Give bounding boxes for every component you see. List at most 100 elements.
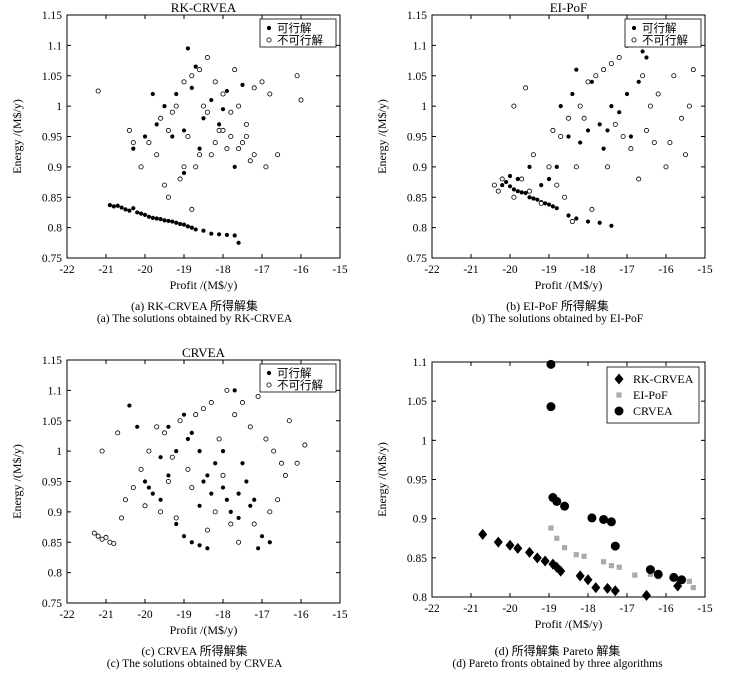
- feasible-point: [535, 197, 540, 202]
- x-tick-label: -21: [98, 609, 114, 621]
- infeasible-point: [228, 133, 234, 139]
- infeasible-point: [554, 182, 560, 188]
- feasible-point: [259, 534, 265, 539]
- feasible-point: [142, 212, 148, 217]
- legend-label: 不可行解: [277, 33, 323, 47]
- feasible-point: [111, 204, 116, 209]
- feasible-point: [504, 179, 509, 185]
- feasible-point: [527, 164, 532, 169]
- chart-panel-2: -22 -21 -20 -19 -18 -17 -16 -15 0.75 0.8 0.85 0.9 0.…: [10, 345, 348, 637]
- feasible-point: [578, 140, 583, 145]
- feasible-point: [236, 515, 241, 521]
- infeasible-point: [158, 509, 164, 515]
- infeasible-point: [546, 164, 552, 170]
- x-tick-label: -18: [580, 603, 596, 615]
- infeasible-point: [130, 140, 136, 146]
- feasible-point: [142, 134, 148, 139]
- y-tick-label: 0.75: [42, 598, 62, 610]
- crvea-point: [587, 513, 597, 523]
- feasible-point: [197, 503, 202, 508]
- feasible-point: [181, 222, 187, 227]
- feasible-point: [197, 543, 202, 548]
- infeasible-point: [197, 152, 203, 158]
- infeasible-point: [146, 448, 152, 454]
- infeasible-point: [298, 97, 304, 103]
- caption-c-cn: (c) CRVEA 所得解集: [141, 644, 248, 658]
- x-tick-label: -15: [332, 264, 348, 276]
- x-tick-label: -17: [254, 609, 270, 621]
- feasible-point: [240, 82, 245, 87]
- crvea-point: [546, 402, 556, 412]
- feasible-point: [174, 91, 179, 97]
- legend-box: [624, 18, 702, 48]
- feasible-point: [546, 176, 552, 182]
- infeasible-point: [228, 521, 234, 527]
- feasible-point: [527, 195, 532, 200]
- feasible-point: [217, 122, 222, 127]
- legend: RK-CRVEA EI-PoF CRVEA: [606, 366, 700, 424]
- infeasible-point: [263, 164, 269, 170]
- infeasible-point: [585, 79, 591, 85]
- chart-title: CRVEA: [182, 345, 226, 360]
- feasible-point: [500, 183, 505, 188]
- feasible-point: [589, 79, 595, 84]
- legend-label: EI-PoF: [633, 388, 668, 402]
- y-tick-label: 0.85: [407, 553, 427, 565]
- feasible-point: [515, 189, 520, 194]
- caption-c-en: (c) The solutions obtained by CRVEA: [106, 658, 283, 670]
- y-tick-label: 0.9: [413, 514, 428, 526]
- series-不可行解: [95, 55, 304, 212]
- infeasible-point: [236, 539, 242, 545]
- feasible-point: [628, 134, 634, 139]
- feasible-point: [554, 164, 559, 169]
- ei-pof-point: [686, 578, 692, 584]
- caption-d-en: (d) Pareto fronts obtained by three algo…: [452, 658, 663, 670]
- infeasible-point: [115, 430, 121, 436]
- feasible-point: [507, 184, 513, 189]
- infeasible-point: [267, 509, 273, 515]
- series-可行解: [500, 49, 649, 228]
- legend-label: 不可行解: [277, 378, 323, 392]
- x-tick-label: -15: [697, 603, 713, 615]
- feasible-point: [201, 479, 206, 484]
- infeasible-point: [655, 91, 661, 97]
- infeasible-point: [189, 485, 195, 491]
- feasible-point: [543, 201, 548, 206]
- feasible-point: [131, 206, 136, 211]
- infeasible-point: [589, 206, 595, 212]
- series-不可行解: [491, 36, 696, 225]
- infeasible-point: [601, 67, 607, 73]
- feasible-point: [185, 224, 190, 229]
- caption-b-en: (b) The solutions obtained by EI-PoF: [471, 313, 644, 325]
- y-tick-label: 0.95: [407, 475, 427, 487]
- infeasible-point: [511, 194, 517, 200]
- rk-crvea-point: [583, 574, 593, 586]
- infeasible-point: [236, 146, 242, 152]
- infeasible-point: [181, 79, 187, 85]
- feasible-point: [174, 220, 179, 225]
- feasible-point: [228, 509, 233, 514]
- y-axis-label: Energy /(M$/y): [10, 444, 24, 519]
- crvea-point: [677, 575, 687, 585]
- feasible-point: [232, 164, 237, 169]
- infeasible-point: [142, 503, 148, 509]
- feasible-point: [240, 461, 245, 466]
- legend-box: [259, 18, 337, 48]
- feasible-point: [154, 122, 159, 127]
- feasible-point: [248, 503, 253, 508]
- y-tick-label: 0.8: [413, 223, 428, 235]
- y-tick-label: 1.1: [48, 385, 63, 397]
- x-axis-label: Profit /(M$/y): [170, 278, 238, 292]
- x-tick-label: -20: [502, 603, 518, 615]
- x-axis-label: Profit /(M$/y): [535, 617, 603, 631]
- rk-crvea-point: [575, 570, 585, 582]
- infeasible-point: [294, 73, 300, 79]
- infeasible-point: [212, 509, 218, 515]
- feasible-point: [539, 183, 544, 188]
- infeasible-point: [491, 182, 497, 188]
- infeasible-point: [562, 194, 568, 200]
- plot-frame: [66, 14, 341, 259]
- infeasible-point: [181, 164, 187, 170]
- infeasible-point: [138, 466, 144, 472]
- infeasible-point: [189, 206, 195, 212]
